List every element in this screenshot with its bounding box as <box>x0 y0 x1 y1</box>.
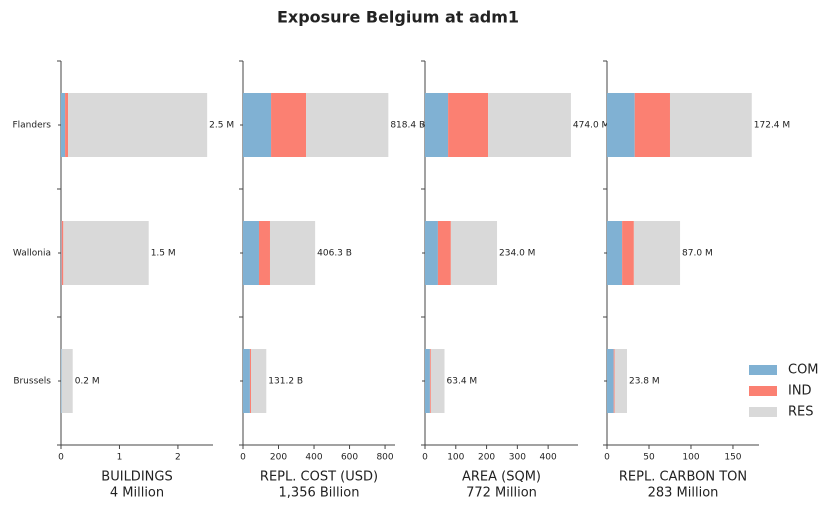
x-axis-label: 1,356 Billion <box>279 486 360 501</box>
legend-swatch <box>749 407 777 417</box>
bar-segment <box>68 93 208 157</box>
value-label: 1.5 M <box>151 249 176 259</box>
x-tick-label: 0 <box>604 453 610 463</box>
x-tick-label: 50 <box>643 453 655 463</box>
bar-segment <box>448 93 489 157</box>
bar-segment <box>669 93 752 157</box>
bar-segment <box>249 349 251 413</box>
value-label: 2.5 M <box>209 121 234 131</box>
bar-segment <box>61 221 64 285</box>
value-label: 406.3 B <box>317 249 352 259</box>
x-tick-label: 200 <box>270 453 287 463</box>
bar-segment <box>61 349 73 413</box>
value-label: 87.0 M <box>682 249 713 259</box>
x-tick-label: 200 <box>478 453 495 463</box>
x-tick-label: 0 <box>240 453 246 463</box>
x-axis-label: REPL. CARBON TON <box>619 470 747 485</box>
bar-segment <box>258 221 270 285</box>
bar-segment <box>437 221 451 285</box>
bar-segment <box>425 93 449 157</box>
x-tick-label: 0 <box>58 453 64 463</box>
bar-segment <box>633 221 681 285</box>
x-tick-label: 100 <box>682 453 699 463</box>
value-label: 63.4 M <box>447 377 478 387</box>
bar-segment <box>271 93 307 157</box>
x-tick-label: 400 <box>540 453 557 463</box>
bar-segment <box>607 221 623 285</box>
legend-label: IND <box>788 384 812 399</box>
value-label: 23.8 M <box>629 377 660 387</box>
chart-title: Exposure Belgium at adm1 <box>277 8 519 27</box>
x-axis-label: AREA (SQM) <box>462 470 541 485</box>
bar-segment <box>243 349 250 413</box>
bar-segment <box>61 349 62 413</box>
value-label: 0.2 M <box>75 377 100 387</box>
x-tick-label: 600 <box>341 453 358 463</box>
x-tick-label: 0 <box>422 453 428 463</box>
value-label: 474.0 M <box>573 121 609 131</box>
x-tick-label: 2 <box>175 453 181 463</box>
bar-segment <box>243 221 259 285</box>
bar-segment <box>488 93 571 157</box>
bar-segment <box>613 349 615 413</box>
bar-segment <box>250 349 267 413</box>
x-axis-label: BUILDINGS <box>101 470 172 485</box>
bar-segment <box>61 93 66 157</box>
x-tick-label: 150 <box>724 453 741 463</box>
bar-segment <box>622 221 634 285</box>
bar-segment <box>63 221 149 285</box>
bar-segment <box>614 349 627 413</box>
legend-swatch <box>749 365 777 375</box>
bar-segment <box>634 93 670 157</box>
bar-segment <box>450 221 498 285</box>
bar-segment <box>61 221 62 285</box>
bar-segment <box>607 349 614 413</box>
bar-segment <box>306 93 389 157</box>
y-tick-label: Brussels <box>13 377 51 387</box>
bar-segment <box>269 221 316 285</box>
legend-swatch <box>749 386 777 396</box>
x-tick-label: 1 <box>117 453 123 463</box>
value-label: 131.2 B <box>268 377 303 387</box>
legend-label: COM <box>788 363 819 378</box>
x-tick-label: 100 <box>447 453 464 463</box>
bar-segment <box>430 349 445 413</box>
x-axis-label: 772 Million <box>466 486 537 501</box>
value-label: 818.4 B <box>390 121 425 131</box>
bar-segment <box>425 349 430 413</box>
legend-label: RES <box>788 405 814 420</box>
x-tick-label: 800 <box>376 453 393 463</box>
y-tick-label: Flanders <box>12 121 51 131</box>
bar-segment <box>65 93 69 157</box>
x-tick-label: 300 <box>509 453 526 463</box>
value-label: 234.0 M <box>499 249 535 259</box>
bar-segment <box>429 349 431 413</box>
bar-segment <box>243 93 272 157</box>
x-axis-label: 283 Million <box>648 486 719 501</box>
y-tick-label: Wallonia <box>13 249 51 259</box>
x-axis-label: REPL. COST (USD) <box>260 470 378 485</box>
x-axis-label: 4 Million <box>110 486 164 501</box>
value-label: 172.4 M <box>754 121 790 131</box>
x-tick-label: 400 <box>305 453 322 463</box>
bar-segment <box>607 93 635 157</box>
bar-segment <box>425 221 438 285</box>
